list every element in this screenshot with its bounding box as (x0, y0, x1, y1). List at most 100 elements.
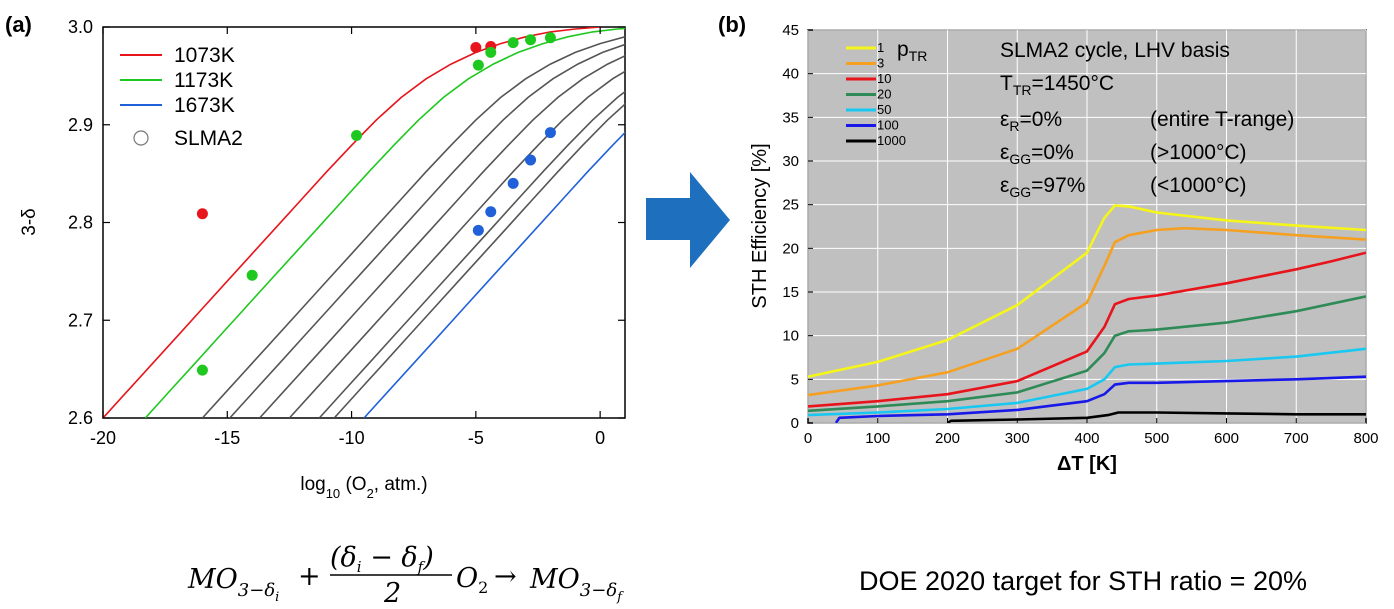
data-point-1173k (525, 34, 537, 46)
x-tick-label: -20 (90, 428, 116, 448)
legend-label-1073k: 1073K (174, 44, 235, 67)
annotation-eps-gg-2-note: (<1000°C) (1150, 174, 1247, 197)
data-point-1673k (507, 177, 519, 189)
annotation-title: SLMA2 cycle, LHV basis (1000, 39, 1230, 62)
legend-label-1173k: 1173K (174, 69, 233, 92)
data-point-1673k (544, 127, 556, 139)
x-tick-label: 0 (804, 430, 812, 447)
x-tick-label: 700 (1284, 430, 1309, 447)
legend-label-ptr-20: 20 (877, 87, 891, 102)
panel-a-x-axis-title: log10 (O2, atm.) (300, 474, 427, 501)
isotherm-curve (363, 131, 625, 418)
legend-label-slma2: SLMA2 (174, 127, 243, 150)
panel-b-chart: (b) 0 100 200 300 400 500 600 700 800 0 5 10 15 20 25 3… (718, 12, 1379, 475)
panel-b-curves (808, 204, 1366, 423)
panel-a-points (196, 32, 556, 376)
legend-label-1673k: 1673K (174, 94, 235, 117)
equation-arrow: → (494, 561, 517, 592)
legend-label-ptr-1000: 1000 (877, 133, 906, 148)
legend-label-ptr-10: 10 (877, 71, 891, 86)
panel-b-x-axis-title: ΔT [K] (1057, 453, 1117, 475)
y-tick-label: 10 (782, 328, 799, 345)
annotation-eps-r: εR=0% (1000, 108, 1062, 134)
panel-a-ticks: -20 -15 -10 -5 0 2.6 2.7 2.8 2.9 3.0 (68, 17, 625, 448)
legend-title: pTR (897, 38, 927, 64)
equation-oxygen: O2 (456, 563, 488, 597)
reaction-equation: MO3−δi + (δi − δf) 2 O2 → MO3−δf (187, 542, 624, 609)
series-line-ptr-10 (808, 251, 1366, 408)
x-tick-label: 600 (1214, 430, 1239, 447)
equation-plus: + (298, 561, 321, 592)
y-tick-label: 2.8 (68, 213, 93, 233)
y-tick-label: 25 (782, 197, 799, 214)
isotherm-curve (333, 103, 625, 418)
annotation-eps-gg-2: εGG=97% (1000, 174, 1085, 200)
equation-reactant: MO3−δi (187, 564, 279, 605)
legend-label-ptr-50: 50 (877, 102, 891, 117)
annotation-eps-gg-1: εGG=0% (1000, 141, 1074, 167)
panel-b-y-axis-title: STH Efficiency [%] (749, 143, 771, 308)
y-tick-label: 2.9 (68, 115, 93, 135)
equation-product: MO3−δf (529, 564, 624, 605)
isotherm-curve (229, 43, 625, 418)
legend-label-ptr-100: 100 (877, 118, 899, 133)
isotherm-curve (288, 70, 625, 418)
annotation-t-tr: TTR=1450°C (1000, 72, 1114, 98)
annotation-eps-r-note: (entire T-range) (1150, 108, 1294, 131)
x-tick-label: -5 (468, 428, 484, 448)
data-point-1073k (470, 42, 482, 54)
data-point-1673k (485, 206, 497, 218)
y-tick-label: 45 (782, 22, 799, 39)
isotherm-curve (318, 90, 625, 418)
series-line-ptr-1 (808, 204, 1366, 378)
data-point-1673k (472, 224, 484, 236)
x-tick-label: 300 (1005, 430, 1030, 447)
x-tick-label: 400 (1074, 430, 1099, 447)
equation-denominator: 2 (383, 578, 401, 609)
panel-a-y-axis-title: 3-δ (19, 208, 40, 235)
isotherm-curve (201, 35, 625, 418)
x-tick-label: 0 (595, 428, 605, 448)
panel-b-label: (b) (718, 12, 746, 37)
legend-marker-slma2 (133, 130, 149, 146)
y-tick-label: 2.6 (68, 408, 93, 428)
data-point-1173k (507, 37, 519, 49)
y-tick-label: 15 (782, 284, 799, 301)
annotation-eps-gg-1-note: (>1000°C) (1150, 141, 1247, 164)
y-tick-label: 30 (782, 153, 799, 170)
panel-b-ticks: 0 100 200 300 400 500 600 700 800 0 5 10 15 20 25 30 35 4… (782, 22, 1378, 447)
panel-a-label: (a) (5, 12, 32, 37)
doe-target-caption: DOE 2020 target for STH ratio = 20% (859, 566, 1307, 596)
x-tick-label: -10 (339, 428, 365, 448)
isotherm-curve (144, 27, 625, 418)
x-tick-label: 500 (1144, 430, 1169, 447)
y-tick-label: 20 (782, 240, 799, 257)
data-point-1073k (196, 208, 208, 220)
y-tick-label: 2.7 (68, 310, 93, 330)
legend-label-ptr-3: 3 (877, 56, 884, 71)
y-tick-label: 35 (782, 109, 799, 126)
series-line-ptr-1000 (946, 411, 1366, 423)
panel-a-legend: 1073K 1173K 1673K SLMA2 (120, 44, 243, 150)
isotherm-curve (259, 55, 625, 418)
legend-label-ptr-1: 1 (877, 40, 884, 55)
series-line-ptr-100 (834, 375, 1366, 423)
series-line-ptr-3 (808, 226, 1366, 397)
series-line-ptr-20 (808, 295, 1366, 413)
panel-b-grid (807, 29, 1367, 424)
transition-arrow (646, 172, 730, 268)
data-point-1173k (472, 59, 484, 71)
y-tick-label: 5 (791, 371, 799, 388)
y-tick-label: 3.0 (68, 17, 93, 37)
data-point-1673k (525, 154, 537, 166)
x-tick-label: 200 (935, 430, 960, 447)
y-tick-label: 40 (782, 66, 799, 83)
panel-a-plot-area (102, 26, 626, 419)
series-line-ptr-50 (808, 347, 1366, 417)
data-point-1173k (351, 130, 363, 142)
data-point-1173k (485, 46, 497, 58)
data-point-1173k (196, 364, 208, 376)
y-tick-label: 0 (791, 415, 799, 432)
